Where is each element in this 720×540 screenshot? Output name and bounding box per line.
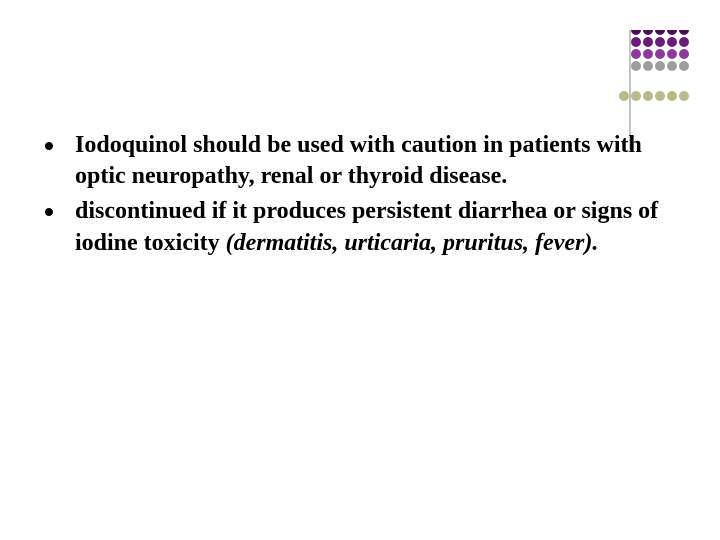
bullet-text: discontinued if it produces persistent d… — [75, 196, 685, 258]
bullet-icon — [45, 208, 53, 216]
bullet-text: Iodoquinol should be used with caution i… — [75, 130, 685, 192]
slide-content: Iodoquinol should be used with caution i… — [45, 130, 685, 263]
bullet-text-italic: (dermatitis, urticaria, pruritus, fever)… — [226, 230, 599, 256]
bullet-icon — [45, 142, 53, 150]
bullet-text-normal: Iodoquinol should be used with caution i… — [75, 132, 642, 189]
bullet-item: Iodoquinol should be used with caution i… — [45, 130, 685, 192]
bullet-item: discontinued if it produces persistent d… — [45, 196, 685, 258]
